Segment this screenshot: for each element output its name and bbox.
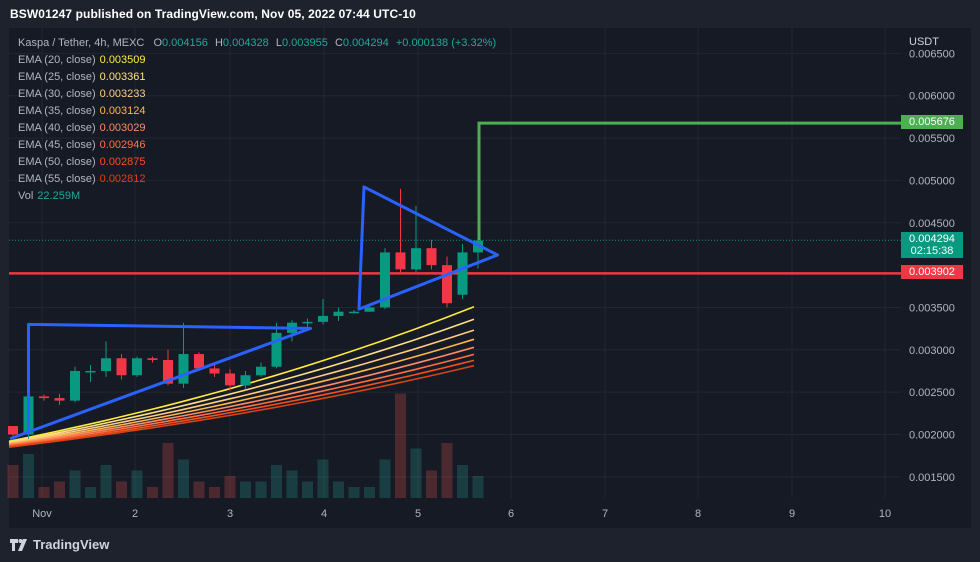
price-tag: 0.005676: [901, 115, 963, 130]
chart-legend: Kaspa / Tether, 4h, MEXC O0.004156 H0.00…: [18, 35, 496, 205]
price-tag-value: 0.004294: [909, 233, 955, 246]
ema-label: EMA (50, close): [18, 156, 96, 168]
ema-label: EMA (40, close): [18, 122, 96, 134]
ema-value: 0.003029: [99, 122, 146, 134]
price-axis[interactable]: [901, 28, 971, 498]
currency-label: USDT: [909, 36, 939, 48]
publish-header: BSW01247 published on TradingView.com, N…: [0, 0, 980, 28]
symbol-title: Kaspa / Tether, 4h, MEXC: [18, 37, 145, 49]
open-label: O: [153, 37, 162, 49]
ema-legend-row: EMA (35, close) 0.003124: [18, 103, 496, 120]
tradingview-logo-icon: [10, 539, 27, 551]
ema-value: 0.002812: [99, 173, 146, 185]
ema-legend-row: EMA (30, close) 0.003233: [18, 86, 496, 103]
low-value: 0.003955: [281, 37, 328, 49]
footer-brand: TradingView: [33, 537, 110, 552]
ema-label: EMA (55, close): [18, 173, 96, 185]
change-value: +0.000138 (+3.32%): [395, 37, 497, 49]
ema-legend-row: EMA (20, close) 0.003509: [18, 52, 496, 69]
high-value: 0.004328: [222, 37, 269, 49]
ema-label: EMA (30, close): [18, 88, 96, 100]
ema-legend-row: EMA (40, close) 0.003029: [18, 120, 496, 137]
ema-legend-row: EMA (25, close) 0.003361: [18, 69, 496, 86]
ema-legend-row: EMA (45, close) 0.002946: [18, 137, 496, 154]
volume-value: 22.259M: [37, 190, 81, 202]
high-label: H: [214, 37, 223, 49]
ema-value: 0.003233: [99, 88, 146, 100]
ema-label: EMA (25, close): [18, 71, 96, 83]
symbol-row: Kaspa / Tether, 4h, MEXC O0.004156 H0.00…: [18, 35, 496, 52]
volume-label: Vol: [18, 190, 34, 202]
ema-label: EMA (35, close): [18, 105, 96, 117]
price-tag-value: 0.005676: [909, 116, 955, 129]
volume-row: Vol 22.259M: [18, 188, 496, 205]
price-tag: 0.003902: [901, 265, 963, 280]
price-tag-value: 0.003902: [909, 266, 955, 279]
ema-legend-row: EMA (55, close) 0.002812: [18, 171, 496, 188]
price-tag: 0.004294 02:15:38: [901, 232, 963, 259]
time-axis[interactable]: [9, 498, 971, 528]
published-text: BSW01247 published on TradingView.com, N…: [10, 7, 416, 21]
ema-label: EMA (20, close): [18, 54, 96, 66]
ema-value: 0.002946: [99, 139, 146, 151]
low-label: L: [275, 37, 282, 49]
close-label: C: [334, 37, 343, 49]
ema-value: 0.003124: [99, 105, 146, 117]
ema-value: 0.003361: [99, 71, 146, 83]
ema-legend-row: EMA (50, close) 0.002875: [18, 154, 496, 171]
footer: TradingView: [0, 528, 980, 562]
ema-value: 0.002875: [99, 156, 146, 168]
ema-label: EMA (45, close): [18, 139, 96, 151]
ema-value: 0.003509: [99, 54, 146, 66]
countdown-label: 02:15:38: [910, 245, 954, 258]
close-value: 0.004294: [342, 37, 389, 49]
open-value: 0.004156: [162, 37, 208, 49]
